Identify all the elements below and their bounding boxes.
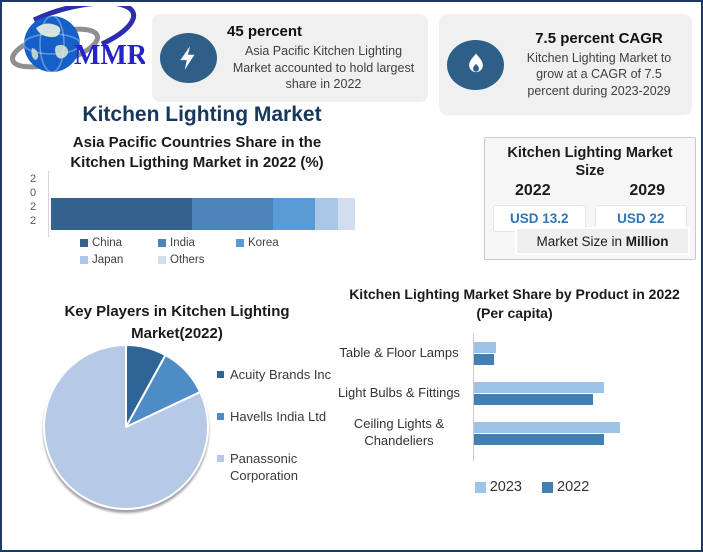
stacked-bar bbox=[51, 198, 355, 230]
bar-light-bulbs-fittings-2022 bbox=[474, 393, 594, 405]
legend-item-china: China bbox=[80, 237, 158, 249]
bar-light-bulbs-fittings-2023 bbox=[474, 381, 604, 393]
legend-item-acuity-brands-inc: Acuity Brands Inc bbox=[217, 366, 335, 383]
legend-marker-panassonic-corporation bbox=[217, 455, 224, 462]
bar-ceiling-lights-chandeliers-2023 bbox=[474, 421, 620, 433]
stacked-chart-axis-line bbox=[48, 171, 49, 237]
page-title: Kitchen Lighting Market bbox=[82, 103, 322, 126]
product-category-label: Light Bulbs & Fittings bbox=[337, 384, 461, 400]
bar-table-floor-lamps-2022 bbox=[474, 353, 495, 365]
mmr-logo: MMR bbox=[10, 2, 148, 84]
legend-marker-acuity-brands-inc bbox=[217, 371, 224, 378]
legend-marker-others bbox=[158, 256, 166, 264]
globe-icon: MMR bbox=[10, 2, 148, 73]
legend-item-panassonic-corporation: Panassonic Corporation bbox=[217, 450, 335, 484]
pie-chart-title: Key Players in Kitchen Lighting Market(2… bbox=[32, 301, 322, 345]
footnote-unit: Million bbox=[625, 233, 669, 249]
legend-marker-japan bbox=[80, 256, 88, 264]
stat-card-asia-share: 45 percent Asia Pacific Kitchen Lighting… bbox=[152, 14, 428, 102]
y-axis-digit: 2 bbox=[29, 173, 37, 185]
product-row-ceiling-lights-chandeliers: Ceiling Lights & Chandeliers bbox=[334, 413, 690, 453]
logo-text: MMR bbox=[74, 40, 145, 71]
legend-marker-china bbox=[80, 239, 88, 247]
stacked-chart-legend: China India Korea Japan Others bbox=[80, 237, 314, 266]
stacked-segment-japan bbox=[315, 198, 339, 230]
product-chart-axis-line bbox=[473, 333, 474, 461]
legend-label: Havells India Ltd bbox=[230, 409, 327, 424]
legend-item-2023: 2023 bbox=[474, 479, 522, 495]
product-bars bbox=[474, 341, 690, 365]
legend-label: Korea bbox=[248, 237, 279, 249]
bar-ceiling-lights-chandeliers-2022 bbox=[474, 433, 604, 445]
product-chart-legend: 2023 2022 bbox=[432, 479, 632, 495]
market-size-panel: Kitchen Lighting Market Size 2022 2029 U… bbox=[484, 137, 696, 260]
stacked-chart-title: Asia Pacific Countries Share in the Kitc… bbox=[32, 133, 362, 172]
legend-label: Others bbox=[170, 254, 205, 266]
stat-body: Kitchen Lighting Market to grow at a CAG… bbox=[526, 50, 672, 98]
footnote-prefix: Market Size in bbox=[536, 233, 626, 249]
bar-table-floor-lamps-2023 bbox=[474, 341, 496, 353]
legend-label: India bbox=[170, 237, 195, 249]
legend-label: Acuity Brands Inc bbox=[230, 367, 332, 382]
legend-label: 2023 bbox=[489, 479, 522, 495]
legend-marker-india bbox=[158, 239, 166, 247]
stacked-chart-title-line1: Asia Pacific Countries Share in the bbox=[72, 134, 322, 151]
legend-label: Japan bbox=[92, 254, 124, 266]
stat-headline: 45 percent bbox=[227, 23, 303, 41]
stat-body: Asia Pacific Kitchen Lighting Market acc… bbox=[232, 44, 415, 92]
product-chart-title-line1: Kitchen Lighting Market Share by Product… bbox=[349, 286, 680, 302]
stacked-chart-title-line2: Kitchen Ligthing Market in 2022 (%) bbox=[70, 153, 324, 171]
stat-headline: 7.5 percent CAGR bbox=[535, 29, 663, 47]
pie-slice-panassonic-corporation bbox=[43, 344, 209, 510]
legend-label: China bbox=[92, 237, 123, 249]
stacked-segment-china bbox=[51, 198, 193, 230]
market-size-years: 2022 2029 bbox=[485, 180, 695, 200]
pie-chart-title-line2: Market(2022) bbox=[131, 324, 223, 342]
y-axis-digit: 2 bbox=[29, 201, 37, 213]
market-size-footnote: Market Size in Million bbox=[515, 227, 690, 255]
pie-chart-legend: Acuity Brands Inc Havells India Ltd Panass… bbox=[217, 366, 335, 509]
y-axis-digit: 2 bbox=[29, 215, 37, 227]
legend-marker-2022 bbox=[542, 481, 553, 493]
flame-icon bbox=[447, 39, 504, 90]
market-size-title: Kitchen Lighting Market Size bbox=[507, 145, 673, 179]
legend-label: Panassonic Corporation bbox=[230, 451, 298, 483]
product-row-light-bulbs-fittings: Light Bulbs & Fittings bbox=[334, 373, 690, 413]
legend-item-others: Others bbox=[158, 254, 236, 266]
y-axis-digit: 0 bbox=[29, 187, 37, 199]
legend-marker-2023 bbox=[474, 481, 486, 493]
pie-chart-title-line1: Key Players in Kitchen Lighting bbox=[64, 303, 290, 320]
stacked-segment-india bbox=[192, 198, 273, 230]
stat-card-text: 45 percent Asia Pacific Kitchen Lighting… bbox=[227, 23, 420, 93]
lightning-icon bbox=[160, 33, 217, 83]
stat-card-text: 7.5 percent CAGR Kitchen Lighting Market… bbox=[514, 30, 684, 100]
legend-item-japan: Japan bbox=[80, 254, 158, 266]
legend-item-2022: 2022 bbox=[542, 479, 589, 495]
legend-item-korea: Korea bbox=[236, 237, 314, 249]
product-chart-rows: Table & Floor Lamps Light Bulbs & Fitting… bbox=[334, 333, 690, 453]
product-chart-title-line2: (Per capita) bbox=[476, 304, 553, 321]
legend-item-india: India bbox=[158, 237, 236, 249]
product-row-table-floor-lamps: Table & Floor Lamps bbox=[334, 333, 690, 373]
product-category-label: Ceiling Lights & Chandeliers bbox=[353, 416, 445, 448]
key-players-pie-chart bbox=[43, 344, 209, 510]
stacked-segment-others bbox=[338, 198, 355, 230]
product-bars bbox=[474, 381, 690, 405]
product-category-label: Table & Floor Lamps bbox=[339, 344, 459, 360]
legend-marker-havells-india-ltd bbox=[217, 413, 224, 420]
year-2029: 2029 bbox=[629, 182, 665, 200]
product-bars bbox=[474, 421, 690, 445]
legend-item-havells-india-ltd: Havells India Ltd bbox=[217, 408, 335, 425]
legend-marker-korea bbox=[236, 239, 244, 247]
stat-card-cagr: 7.5 percent CAGR Kitchen Lighting Market… bbox=[439, 14, 692, 115]
legend-label: 2022 bbox=[557, 479, 590, 495]
product-chart-title: Kitchen Lighting Market Share by Product… bbox=[337, 285, 692, 323]
year-2022: 2022 bbox=[515, 182, 551, 200]
stacked-segment-korea bbox=[272, 198, 316, 230]
